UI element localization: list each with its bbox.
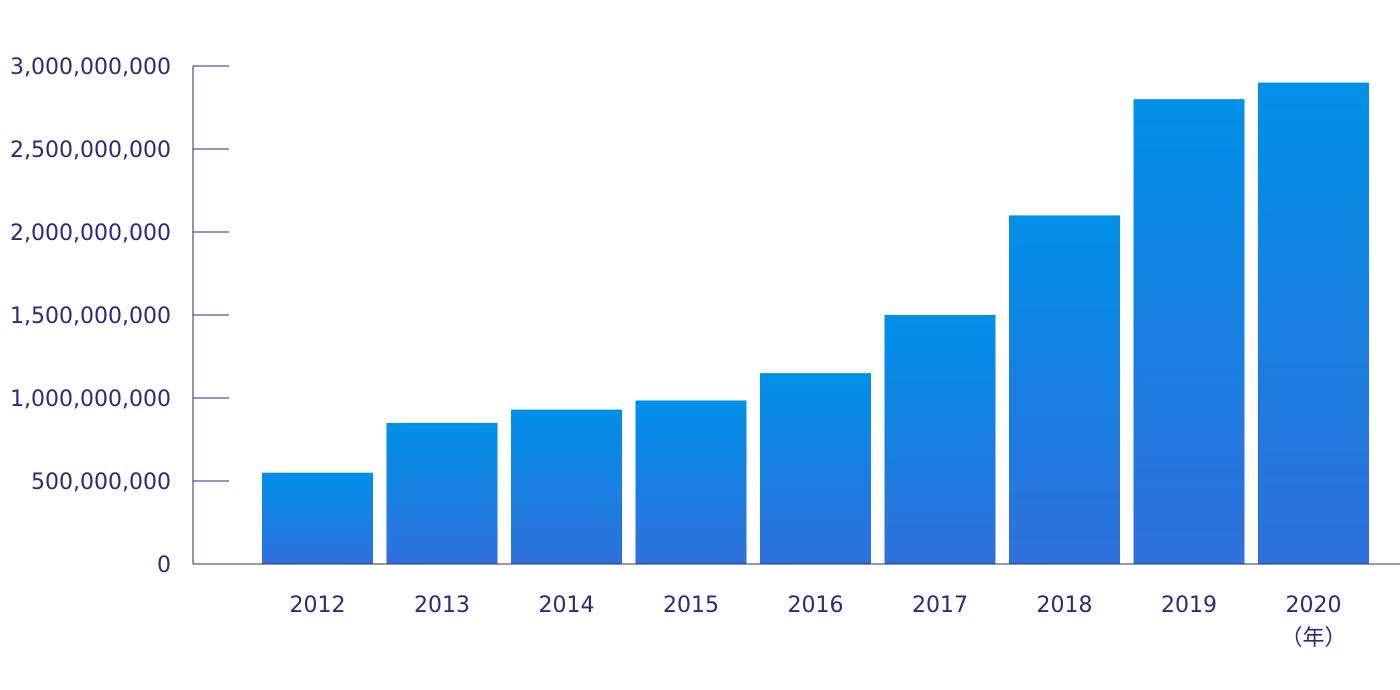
x-tick-label: 2019 — [1161, 593, 1217, 618]
x-axis: 2012 2013 2014 2015 2016 2017 2018 2019 2020 （年） — [193, 563, 1400, 651]
x-tick-label: 2020 — [1286, 593, 1342, 618]
bar-2014 — [511, 409, 622, 564]
y-tick-label: 3,000,000,000 — [10, 55, 171, 80]
x-tick-label: 2014 — [539, 593, 595, 618]
bar-2016 — [760, 373, 871, 564]
y-tick-label: 1,000,000,000 — [10, 387, 171, 412]
bar-2020 — [1258, 82, 1369, 564]
x-tick-label: 2018 — [1037, 593, 1093, 618]
y-tick-label: 500,000,000 — [31, 470, 171, 495]
x-tick-label: 2016 — [788, 593, 844, 618]
y-tick-label: 0 — [157, 553, 171, 578]
bar-2018 — [1009, 215, 1120, 564]
bar-2012 — [262, 472, 373, 564]
y-axis: 0 500,000,000 1,000,000,000 1,500,000,000 2,… — [10, 55, 229, 578]
bar-2015 — [635, 400, 747, 564]
bars-group — [262, 82, 1369, 564]
bar-2017 — [884, 315, 996, 564]
y-tick-label: 2,000,000,000 — [10, 221, 171, 246]
x-unit-label: （年） — [1280, 626, 1346, 651]
x-tick-label: 2017 — [912, 593, 968, 618]
x-tick-label: 2015 — [663, 593, 719, 618]
x-tick-label: 2012 — [290, 593, 346, 618]
bar-2013 — [386, 422, 498, 564]
bar-2019 — [1133, 99, 1245, 564]
y-tick-label: 1,500,000,000 — [10, 304, 171, 329]
y-tick-label: 2,500,000,000 — [10, 138, 171, 163]
x-tick-label: 2013 — [414, 593, 470, 618]
